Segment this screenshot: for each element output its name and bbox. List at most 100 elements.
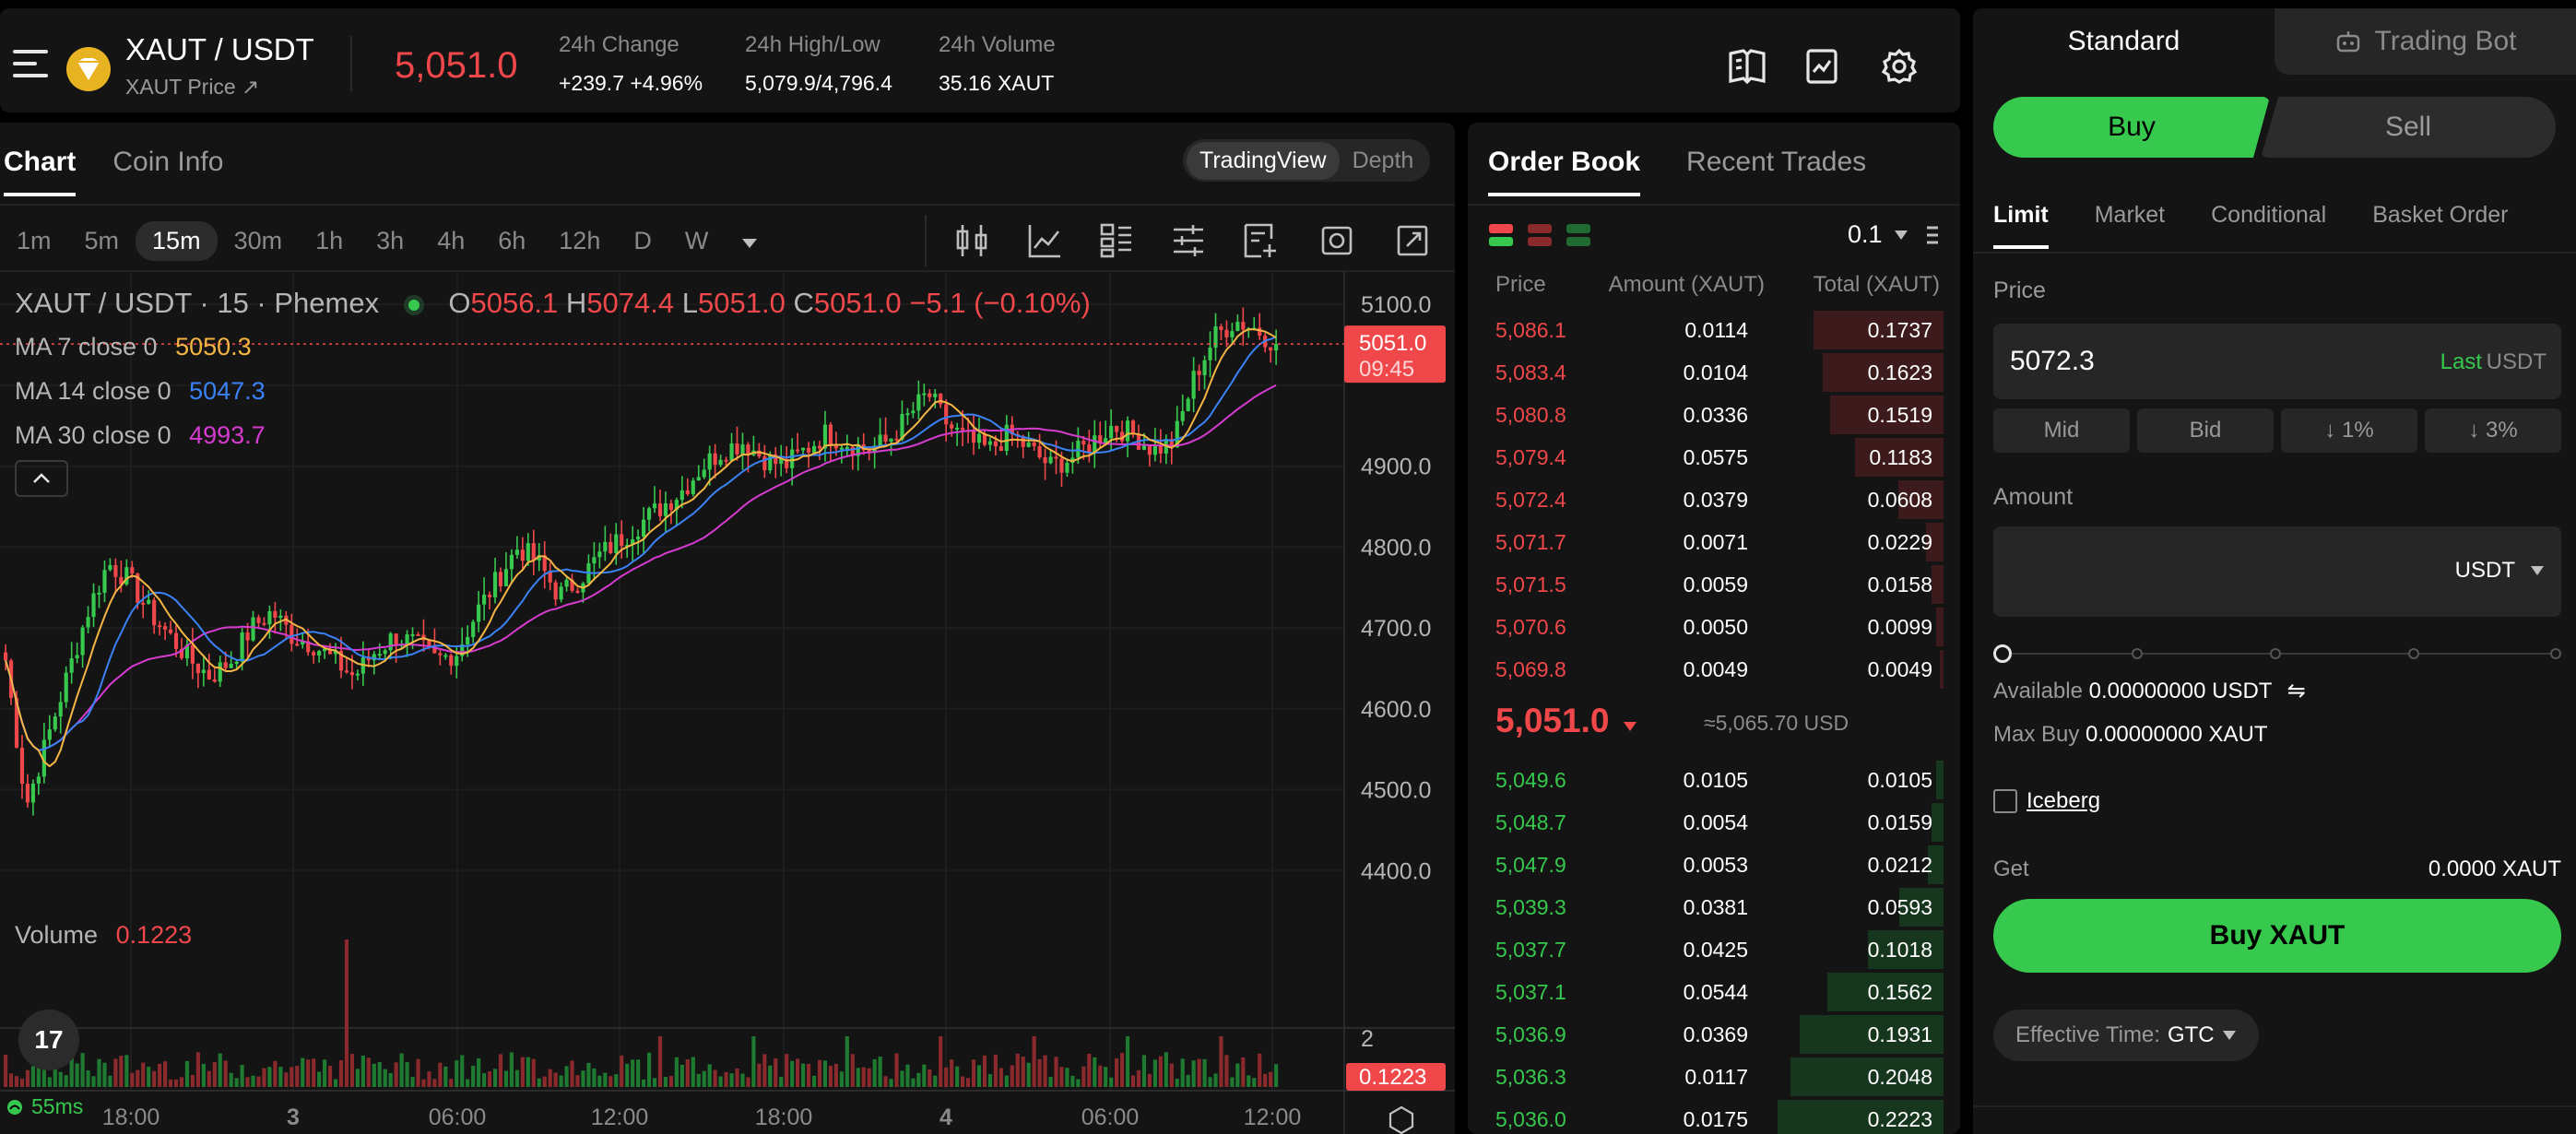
add-indicator-icon[interactable] [1243,222,1278,264]
collapse-legend-button[interactable] [15,460,68,497]
bid-row[interactable]: 5,036.3 0.0117 0.2048 [1468,1056,1960,1098]
view-both-icon[interactable] [1488,222,1514,248]
order-type-market[interactable]: Market [2094,202,2166,228]
quick-mid-button[interactable]: Mid [1993,408,2130,453]
buy-side-button[interactable]: Buy [1993,97,2270,158]
order-type-limit[interactable]: Limit [1993,202,2049,249]
amount-slider[interactable] [1993,643,2561,665]
line-chart-icon[interactable] [1027,222,1062,264]
interval-15m[interactable]: 15m [136,220,218,261]
ask-row[interactable]: 5,072.4 0.0379 0.0608 [1468,478,1960,521]
book-icon[interactable] [1728,48,1767,89]
volume-bar [64,1075,68,1087]
slider-step[interactable] [2550,648,2561,659]
interval-d[interactable]: D [633,226,652,254]
pair-title[interactable]: XAUT / USDT [125,32,314,66]
transfer-icon[interactable]: ⇋ [2286,679,2306,703]
interval-5m[interactable]: 5m [84,226,120,254]
ask-row[interactable]: 5,069.8 0.0049 0.0049 [1468,648,1960,691]
caret-down-icon [2222,1031,2236,1040]
quick-bid-button[interactable]: Bid [2137,408,2274,453]
slider-step[interactable] [2270,648,2281,659]
more-icon[interactable] [1925,222,1940,248]
tab-chart[interactable]: Chart [4,147,77,196]
caret-down-icon[interactable] [2530,565,2545,576]
interval-1m[interactable]: 1m [17,226,52,254]
ask-row[interactable]: 5,080.8 0.0336 0.1519 [1468,394,1960,436]
screenshot-icon[interactable] [1320,222,1353,264]
candle-body [685,490,690,494]
quick-down-1-button[interactable]: ↓ 1% [2281,408,2417,453]
view-depth[interactable]: Depth [1352,147,1414,173]
ask-row[interactable]: 5,083.4 0.0104 0.1623 [1468,351,1960,394]
candle-body [1125,420,1130,442]
slider-step[interactable] [2132,648,2143,659]
tab-order-book[interactable]: Order Book [1488,147,1641,196]
interval-1h[interactable]: 1h [315,226,344,254]
view-tradingview[interactable]: TradingView [1187,141,1340,180]
quick-down-3-button[interactable]: ↓ 3% [2425,408,2561,453]
sell-side-button[interactable]: Sell [2261,97,2556,158]
volume-bar [1115,1057,1119,1087]
iceberg-checkbox[interactable] [1993,789,2017,813]
slider-handle[interactable] [1993,644,2012,663]
view-asks-icon[interactable] [1527,222,1553,248]
amount-unit-select[interactable]: USDT [2454,558,2515,583]
tab-standard[interactable]: Standard [1973,8,2275,75]
iceberg-option[interactable]: Iceberg [1993,788,2100,814]
price-chart[interactable]: 5100.0 4900.0 4800.0 4700.0 4600.0 4500.0 4400… [0,272,1455,1134]
order-type-basket[interactable]: Basket Order [2372,202,2509,228]
sliders-icon[interactable] [1171,222,1206,264]
order-type-conditional[interactable]: Conditional [2211,202,2327,228]
precision-select[interactable]: 0.1 [1848,220,1883,248]
bid-row[interactable]: 5,047.9 0.0053 0.0212 [1468,844,1960,886]
bid-row[interactable]: 5,036.0 0.0175 0.2223 [1468,1098,1960,1134]
interval-12h[interactable]: 12h [559,226,601,254]
bid-row[interactable]: 5,049.6 0.0105 0.0105 [1468,759,1960,801]
notes-icon[interactable] [1805,48,1838,89]
row-amount: 0.0117 [1684,1065,1748,1089]
ask-row[interactable]: 5,086.1 0.0114 0.1737 [1468,309,1960,351]
price-last-button[interactable]: Last [2440,349,2482,374]
bid-row[interactable]: 5,037.7 0.0425 0.1018 [1468,928,1960,971]
view-bids-icon[interactable] [1566,222,1591,248]
volume-bar [1269,1071,1273,1087]
candle-body [950,424,954,429]
amount-input[interactable]: USDT [1993,526,2561,617]
volume-bar [1043,1055,1047,1087]
maxbuy-value: 0.00000000 XAUT [2086,722,2268,747]
layout-icon[interactable] [1099,222,1134,264]
tab-trading-bot[interactable]: Trading Bot [2275,8,2576,75]
bid-row[interactable]: 5,048.7 0.0054 0.0159 [1468,801,1960,844]
interval-6h[interactable]: 6h [498,226,526,254]
interval-30m[interactable]: 30m [233,226,283,254]
ask-row[interactable]: 5,070.6 0.0050 0.0099 [1468,606,1960,648]
ask-row[interactable]: 5,071.5 0.0059 0.0158 [1468,563,1960,606]
ask-row[interactable]: 5,071.7 0.0071 0.0229 [1468,521,1960,563]
candle-body [982,433,987,445]
candles-icon[interactable] [955,222,988,264]
menu-icon[interactable] [13,50,48,77]
interval-3h[interactable]: 3h [376,226,405,254]
candle-body [707,453,712,470]
buy-xaut-button[interactable]: Buy XAUT [1993,899,2561,973]
interval-w[interactable]: W [684,226,709,254]
ask-row[interactable]: 5,079.4 0.0575 0.1183 [1468,436,1960,478]
fullscreen-icon[interactable] [1396,222,1429,264]
bid-row[interactable]: 5,037.1 0.0544 0.1562 [1468,971,1960,1013]
gear-icon[interactable] [1881,48,1918,89]
effective-time-select[interactable]: Effective Time: GTC [1993,1010,2259,1061]
volume-bar [740,1073,745,1087]
tradingview-logo[interactable]: 17 [18,1010,79,1070]
tab-coin-info[interactable]: Coin Info [112,147,224,177]
interval-4h[interactable]: 4h [437,226,466,254]
bid-row[interactable]: 5,039.3 0.0381 0.0593 [1468,886,1960,928]
volume-bar [785,1054,789,1087]
caret-down-icon[interactable] [725,221,774,261]
price-input[interactable]: 5072.3 Last USDT [1993,324,2561,399]
tab-recent-trades[interactable]: Recent Trades [1686,147,1867,177]
bid-row[interactable]: 5,036.9 0.0369 0.1931 [1468,1013,1960,1056]
caret-down-icon[interactable] [1894,230,1908,241]
slider-step[interactable] [2408,648,2419,659]
coin-price-link[interactable]: XAUT Price ↗ [125,75,259,100]
